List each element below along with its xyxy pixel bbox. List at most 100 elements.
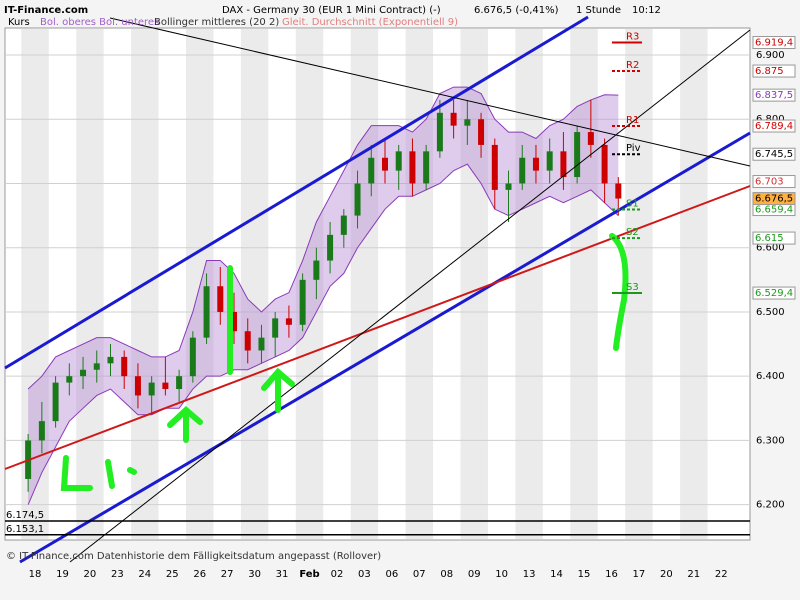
hand-line xyxy=(609,233,629,351)
candle-body xyxy=(574,132,581,178)
price-label: 6.529,4 xyxy=(755,288,793,299)
y-tick-label: 6.600 xyxy=(756,243,785,254)
candle-body xyxy=(381,157,388,171)
candle-body xyxy=(258,337,265,351)
day-stripe xyxy=(460,29,488,539)
candle-body xyxy=(368,157,375,184)
channel-lower xyxy=(19,131,751,564)
price-box xyxy=(752,175,796,189)
candle-body xyxy=(450,112,457,126)
hand-arrow xyxy=(167,405,203,443)
day-stripe xyxy=(240,29,269,539)
legend-item: Kurs xyxy=(8,17,30,28)
trend-line xyxy=(4,185,751,470)
candle-body xyxy=(532,157,539,171)
price-box xyxy=(752,147,796,161)
candle-body xyxy=(587,132,594,145)
price-label: 6.919,4 xyxy=(755,38,793,49)
candle-body xyxy=(354,183,361,216)
candle-body xyxy=(121,356,128,377)
x-tick-label: 25 xyxy=(166,569,179,580)
x-tick-label: 31 xyxy=(276,569,289,580)
candle-body xyxy=(327,234,334,261)
candle-body xyxy=(272,318,279,338)
x-tick-label: 27 xyxy=(221,569,234,580)
x-tick-label: 30 xyxy=(248,569,261,580)
candle-body xyxy=(134,376,141,396)
candle-body xyxy=(285,318,292,325)
hand-arrow xyxy=(261,367,295,413)
candle-body xyxy=(107,356,114,364)
x-tick-label: 26 xyxy=(193,569,206,580)
trend-line-thin xyxy=(69,29,751,563)
pivot-name: Piv xyxy=(626,143,641,154)
pivot-name: R1 xyxy=(626,115,639,126)
price-label: 6.837,5 xyxy=(755,90,793,101)
hand-marks xyxy=(60,233,629,491)
x-tick-label: 22 xyxy=(715,569,728,580)
candle-body xyxy=(436,112,443,152)
x-tick-label: 23 xyxy=(111,569,124,580)
price-label: 6.615 xyxy=(755,233,784,244)
title: DAX - Germany 30 (EUR 1 Mini Contract) (… xyxy=(222,5,441,16)
day-stripe xyxy=(405,29,434,539)
x-tick-label: 21 xyxy=(687,569,700,580)
day-stripe xyxy=(680,29,708,539)
candle-body xyxy=(231,311,238,332)
x-tick-label: 09 xyxy=(468,569,481,580)
day-stripe xyxy=(570,29,598,539)
candle-body xyxy=(313,260,320,280)
candle-body xyxy=(203,286,210,338)
level-label: 6.174,5 xyxy=(6,510,44,521)
price-label: 6.875 xyxy=(755,66,784,77)
legend-item: Gleit. Durchschnitt (Exponentiell 9) xyxy=(282,17,458,28)
time: 10:12 xyxy=(632,5,661,16)
candle-body xyxy=(66,376,73,383)
candle-body xyxy=(162,382,169,390)
brand: IT-Finance.com xyxy=(4,5,88,16)
candle-body xyxy=(423,151,430,184)
candle-body xyxy=(80,369,87,377)
candle-body xyxy=(340,215,347,235)
x-tick-label: 14 xyxy=(550,569,563,580)
x-tick-label: 15 xyxy=(578,569,591,580)
candle-body xyxy=(615,183,622,199)
bollinger-upper xyxy=(27,86,619,390)
candle-body xyxy=(601,144,608,184)
candle-body xyxy=(148,382,155,396)
x-tick-label: 13 xyxy=(523,569,536,580)
x-tick-label: 08 xyxy=(440,569,453,580)
drawings xyxy=(4,15,751,564)
x-tick-label: 03 xyxy=(358,569,371,580)
price-box xyxy=(752,119,796,133)
x-tick-label: 18 xyxy=(29,569,42,580)
y-tick-label: 6.500 xyxy=(756,307,785,318)
x-tick-label: 06 xyxy=(385,569,398,580)
pivot-name: S1 xyxy=(626,199,639,210)
candle-body xyxy=(299,279,306,325)
layer xyxy=(25,86,622,505)
price-box xyxy=(752,231,796,245)
price-box xyxy=(752,192,796,206)
price-box xyxy=(752,88,796,102)
x-tick-label: 17 xyxy=(633,569,646,580)
candle-body xyxy=(546,151,553,171)
price-label: 6.659,4 xyxy=(755,205,793,216)
y-tick-label: 6.200 xyxy=(756,500,785,511)
candle-body xyxy=(464,119,471,126)
candle-body xyxy=(478,119,485,145)
day-stripe xyxy=(625,29,653,539)
day-stripe xyxy=(515,29,543,539)
trend-line-thin xyxy=(109,17,751,167)
bollinger-area xyxy=(28,87,619,505)
x-tick-label: 16 xyxy=(605,569,618,580)
candle-body xyxy=(176,376,183,390)
x-tick-label: 07 xyxy=(413,569,426,580)
price-label: 6.745,5 xyxy=(755,149,793,160)
channel-upper xyxy=(4,15,589,370)
price-box xyxy=(752,36,796,50)
price-box xyxy=(752,64,796,78)
x-tick-label: 19 xyxy=(56,569,69,580)
candle-body xyxy=(217,286,224,312)
